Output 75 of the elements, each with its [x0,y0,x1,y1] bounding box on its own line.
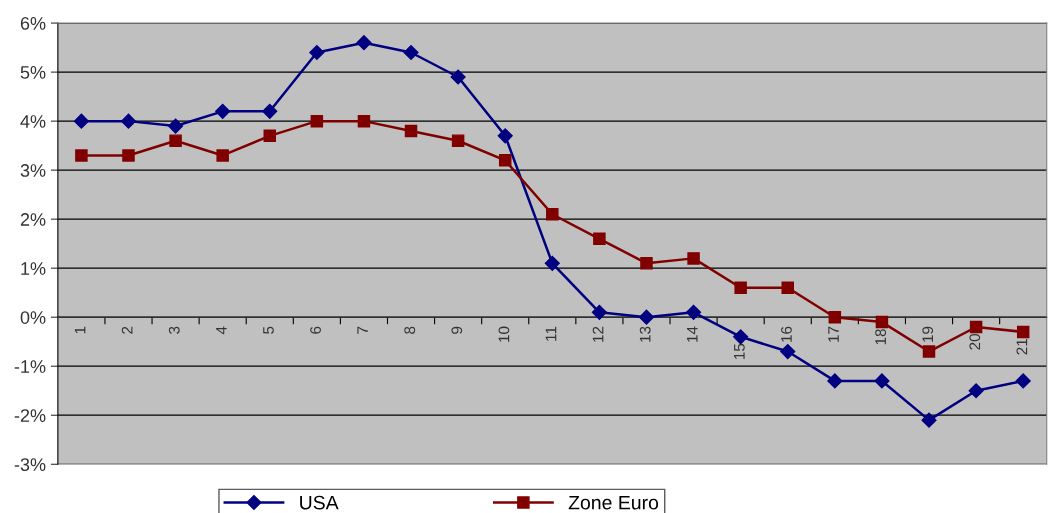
x-tick-label: 9 [451,326,463,334]
point [1016,325,1030,339]
point [73,113,89,129]
point [969,320,983,334]
y-tick-label: 2% [20,213,46,226]
y-tick-label: 1% [21,262,46,275]
point [497,128,513,144]
point [827,373,843,389]
point [875,315,889,329]
point [638,309,655,325]
x-tick-label: 19 [922,326,934,342]
point [734,281,747,295]
x-tick-label: 14 [687,326,698,342]
x-tick-label: 2 [121,326,133,334]
y-tick-label: 3% [20,164,46,177]
x-tick-label: 4 [216,326,227,335]
x-tick-label: 7 [357,326,368,334]
point [216,149,229,162]
x-tick-label: 21 [1016,339,1028,355]
point [544,255,560,271]
point [591,304,607,320]
point [828,310,842,324]
x-tick-label: 8 [404,326,416,334]
point [640,257,653,270]
y-tick-label: 5% [20,66,46,79]
y-tick-label: 4% [20,115,46,128]
x-tick-label: 12 [592,326,604,342]
point [75,149,88,162]
point [922,345,936,358]
x-tick-label: 15 [734,343,745,360]
y-tick-label: 0% [20,311,46,324]
legend-label: Zone Euro [568,495,659,510]
x-tick-label: 17 [828,326,839,342]
point [215,103,231,119]
x-tick-label: 10 [498,326,510,342]
point [356,35,372,51]
y-tick-label: -3% [14,458,46,471]
point [310,114,324,128]
point [262,103,278,119]
x-tick-label: 20 [969,333,981,350]
point [169,134,182,147]
x-tick-label: 11 [545,326,557,341]
point [404,124,418,138]
point [263,129,277,143]
x-tick-label: 16 [781,326,792,342]
point [874,373,890,389]
point [451,134,465,147]
point [403,44,419,61]
x-tick-label: 13 [639,326,651,342]
point [687,252,700,265]
y-tick-label: -1% [14,360,46,373]
point [309,44,325,61]
point [450,69,466,85]
point [781,281,794,295]
x-tick-label: 18 [875,329,887,345]
point [357,114,371,128]
x-tick-label: 3 [168,326,180,334]
point [122,149,135,162]
y-tick-label: 6% [20,17,46,30]
x-tick-label: 6 [310,326,321,334]
point [120,113,137,129]
point [1015,373,1031,389]
point [593,232,606,246]
y-tick-label: -2% [14,409,46,422]
point [685,304,702,320]
x-tick-label: 5 [263,326,274,334]
x-tick-label: 1 [74,326,86,334]
point [498,154,512,167]
point [168,118,184,134]
point [921,412,937,428]
point [733,329,749,345]
point [546,208,559,221]
point [968,383,984,399]
legend-label: USA [300,495,339,510]
point [780,343,796,360]
